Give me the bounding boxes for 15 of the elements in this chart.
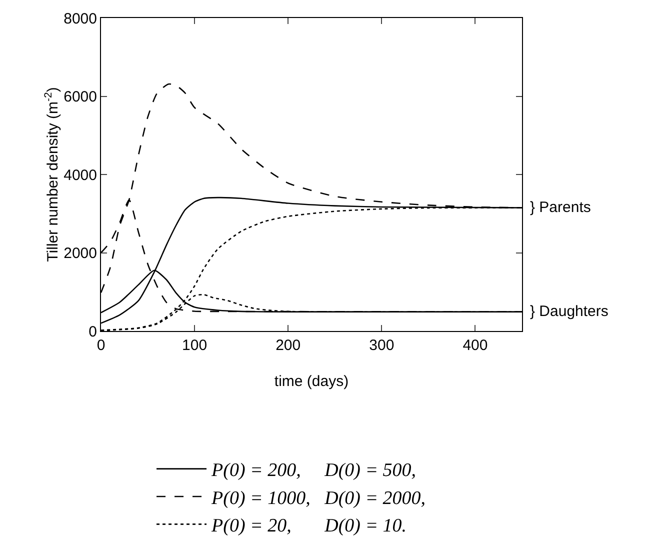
annotation: } Parents [530,199,591,216]
legend-label: P(0) = 20, D(0) = 10. [210,516,407,537]
x-tick-label: 300 [369,337,394,354]
legend-label: P(0) = 1000, D(0) = 2000, [210,488,426,509]
x-tick-label: 400 [462,337,488,354]
y-tick-label: 8000 [64,10,97,28]
y-tick-label: 4000 [64,166,97,184]
y-tick-label: 6000 [64,88,97,106]
y-tick-label: 0 [88,323,97,340]
annotation: } Daughters [530,303,608,320]
x-tick-label: 200 [276,337,301,354]
x-axis-title: time (days) [274,373,349,390]
x-tick-label: 100 [182,337,208,354]
y-tick-label: 2000 [64,245,97,262]
legend-label: P(0) = 200, D(0) = 500, [210,460,416,482]
